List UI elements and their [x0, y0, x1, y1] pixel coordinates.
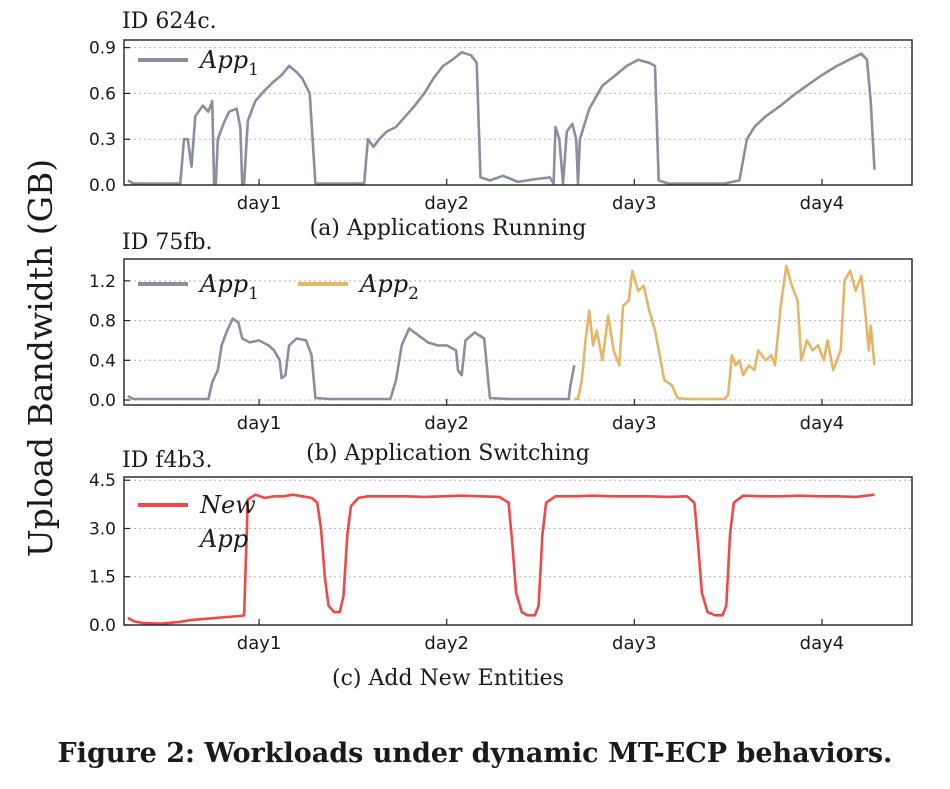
- x-tick-label: day3: [612, 193, 657, 214]
- panel-id-label: ID 75fb.: [122, 230, 213, 255]
- y-tick-label: 1.5: [89, 568, 116, 588]
- y-axis-label: Upload Bandwidth (GB): [21, 159, 60, 557]
- x-tick-label: day4: [800, 193, 845, 214]
- x-tick-label: day3: [612, 413, 657, 434]
- y-tick-label: 4.5: [89, 471, 116, 491]
- y-tick-label: 0.3: [89, 130, 116, 150]
- y-tick-label: 0.4: [89, 351, 116, 371]
- legend-label: App2: [358, 270, 419, 304]
- x-tick-label: day3: [612, 633, 657, 654]
- x-tick-label: day1: [237, 193, 282, 214]
- plot-frame: [123, 258, 913, 406]
- series-line-app1: [127, 317, 576, 401]
- panel-id-label: ID f4b3.: [122, 448, 213, 473]
- y-tick-label: 0.0: [89, 616, 116, 636]
- legend-subscript: 1: [248, 284, 259, 304]
- legend-label: App: [198, 525, 248, 553]
- x-tick-label: day2: [424, 413, 469, 434]
- y-tick-label: 3.0: [89, 519, 116, 539]
- legend-label: App1: [198, 46, 259, 80]
- y-tick-label: 0.8: [89, 312, 116, 332]
- panel-subtitle: (b) Application Switching: [306, 441, 590, 466]
- figure-caption: Figure 2: Workloads under dynamic MT-ECP…: [57, 738, 893, 769]
- y-tick-label: 1.2: [89, 272, 116, 292]
- panel-a: ID 624c. 0.0 0.3 0.6 0.9 day1 day2 day3 day4 App1…: [89, 9, 913, 241]
- y-tick-label: 0.6: [89, 84, 116, 104]
- y-tick-label: 0.0: [89, 176, 116, 196]
- x-tick-label: day2: [424, 193, 469, 214]
- y-tick-label: 0.0: [89, 391, 116, 411]
- panel-b: ID 75fb. 0.0 0.4 0.8 1.2 day1 day2 day3 day4 App1…: [89, 230, 913, 466]
- x-tick-label: day2: [424, 633, 469, 654]
- series-line-app2: [574, 264, 876, 401]
- legend-label: New: [199, 491, 256, 519]
- panel-subtitle: (a) Applications Running: [310, 216, 587, 241]
- series-line-app1: [127, 50, 876, 185]
- y-tick-label: 0.9: [89, 39, 116, 59]
- plot-frame: [123, 476, 913, 626]
- panel-c: ID f4b3. 0.0 1.5 3.0 4.5 day1 day2 day3 day4 New A…: [89, 448, 913, 691]
- panel-subtitle: (c) Add New Entities: [332, 666, 564, 691]
- figure-canvas: Upload Bandwidth (GB) ID 624c. 0.0 0.3 0.6 0…: [21, 9, 913, 691]
- legend-subscript: 2: [408, 284, 419, 304]
- panel-id-label: ID 624c.: [122, 9, 217, 34]
- legend-label: App1: [198, 270, 259, 304]
- legend-subscript: 1: [248, 60, 259, 80]
- x-tick-label: day1: [237, 633, 282, 654]
- x-tick-label: day4: [800, 413, 845, 434]
- x-tick-label: day1: [237, 413, 282, 434]
- x-tick-label: day4: [800, 633, 845, 654]
- series-line-new-app: [127, 493, 875, 625]
- plot-frame: [123, 39, 913, 186]
